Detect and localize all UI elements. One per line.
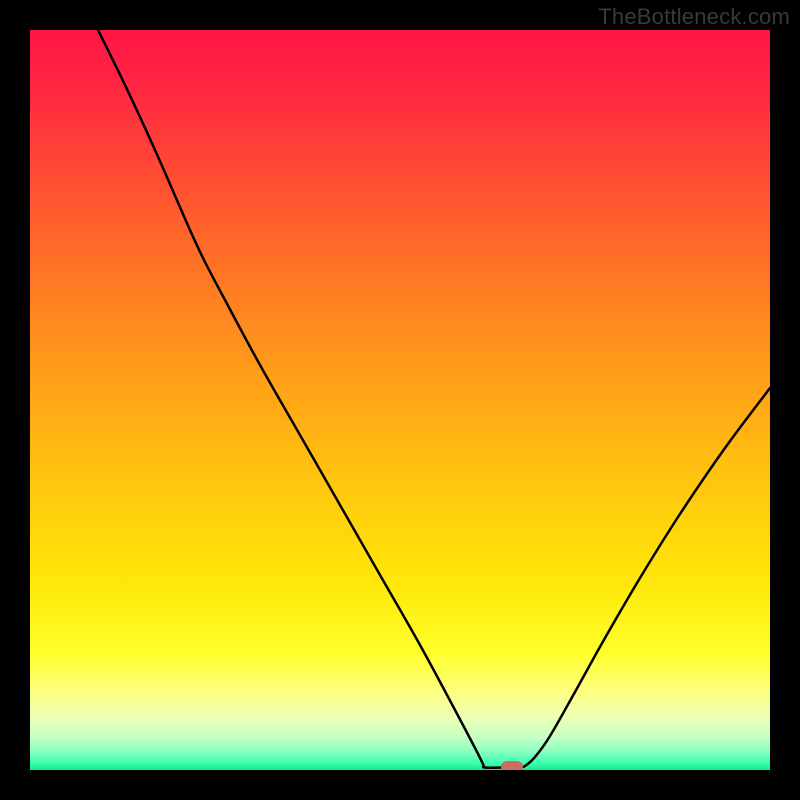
plot-area <box>30 30 770 770</box>
gradient-background <box>30 30 770 770</box>
watermark-text: TheBottleneck.com <box>598 4 790 30</box>
chart-container: TheBottleneck.com <box>0 0 800 800</box>
